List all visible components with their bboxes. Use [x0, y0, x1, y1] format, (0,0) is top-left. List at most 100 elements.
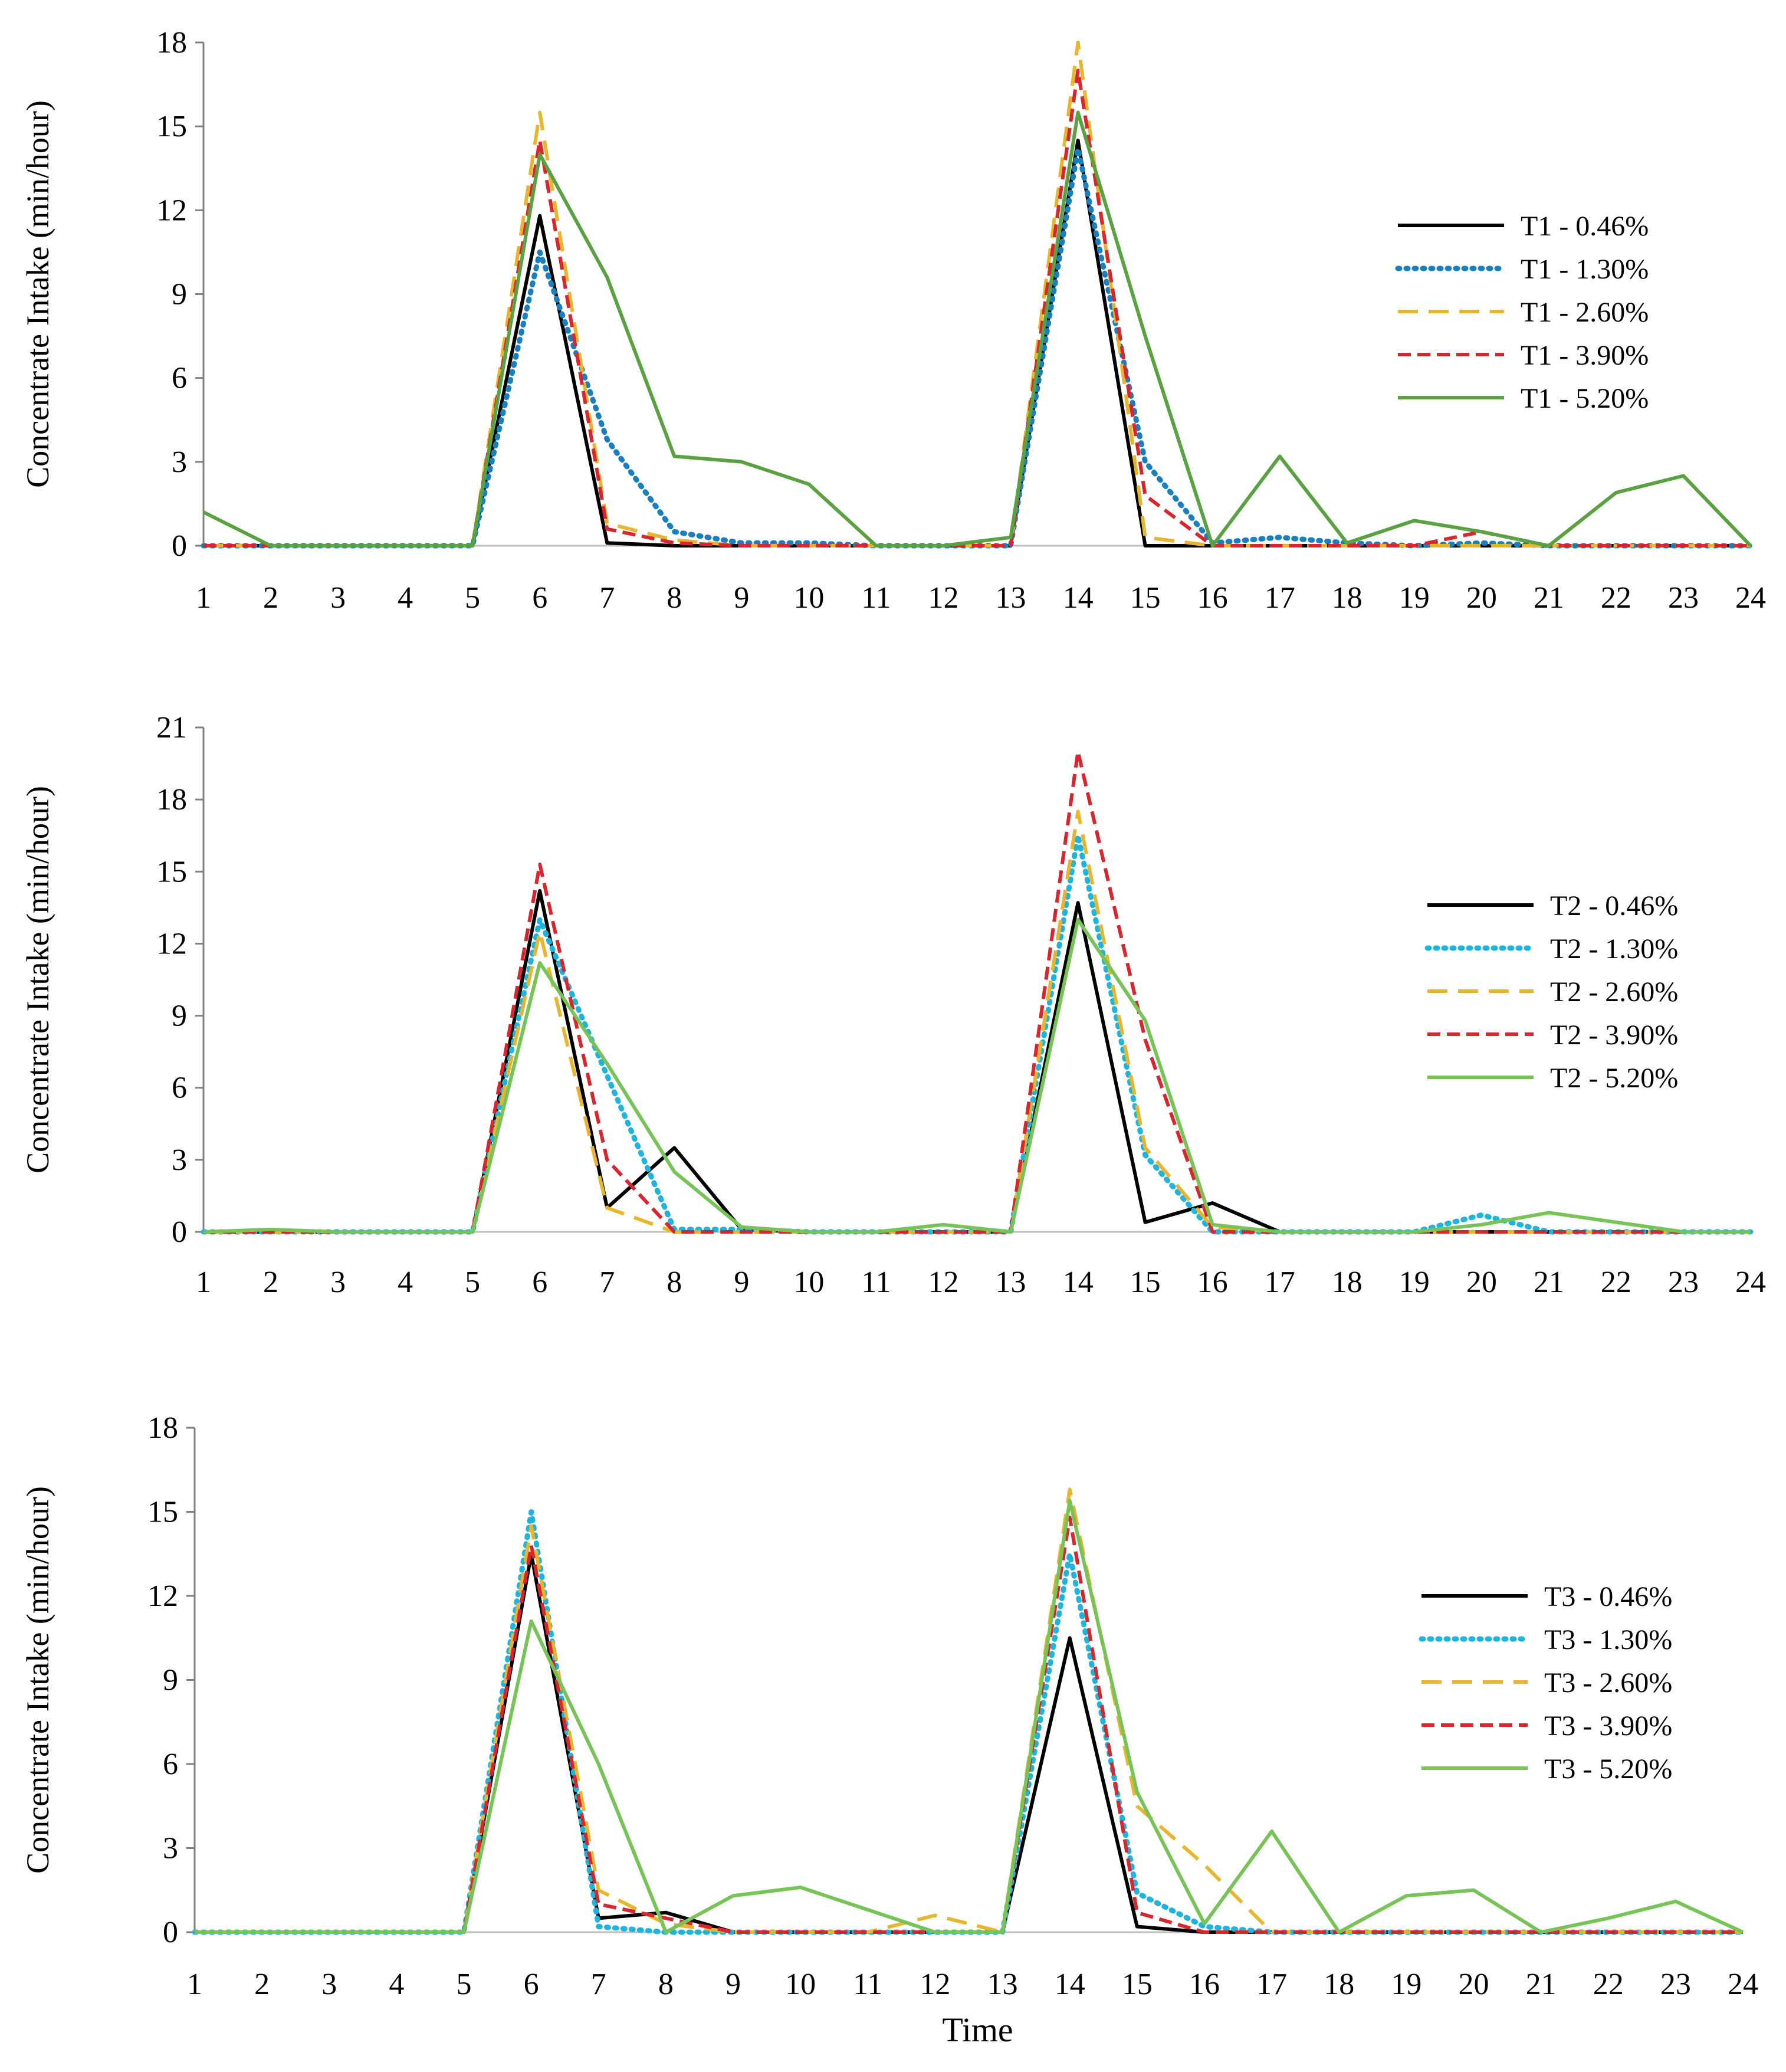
series-line-T2-3 — [203, 749, 1751, 1234]
x-tick-label: 13 — [996, 581, 1026, 615]
x-tick-label: 13 — [996, 1266, 1026, 1299]
x-tick-label: 18 — [1324, 1968, 1354, 2001]
y-tick-label: 3 — [172, 1143, 187, 1177]
x-tick-label: 20 — [1458, 1968, 1489, 2001]
x-tick-label: 16 — [1197, 581, 1228, 615]
x-tick-label: 7 — [599, 1266, 615, 1299]
x-tick-label: 12 — [928, 581, 958, 615]
x-tick-label: 15 — [1130, 1266, 1161, 1299]
legend-label: T1 - 5.20% — [1521, 383, 1649, 414]
y-tick-label: 15 — [156, 110, 187, 143]
legend-T3: T3 - 0.46% T3 - 1.30% T3 - 2.60% T3 - 3.90%… — [1419, 1581, 1672, 1785]
x-tick-label: 12 — [920, 1968, 950, 2001]
y-tick-label: 18 — [156, 783, 187, 817]
x-tick-label: 3 — [330, 1266, 346, 1299]
x-tick-label: 4 — [389, 1968, 404, 2001]
x-tick-label: 8 — [667, 1266, 682, 1299]
x-tick-label: 15 — [1130, 581, 1161, 615]
x-tick-label: 14 — [1055, 1968, 1085, 2001]
x-tick-label: 17 — [1265, 581, 1295, 615]
x-tick-label: 23 — [1660, 1968, 1691, 2001]
x-tick-label: 9 — [734, 581, 749, 615]
x-tick-label: 1 — [196, 581, 211, 615]
x-tick-label: 18 — [1332, 581, 1363, 615]
x-tick-label: 19 — [1399, 1266, 1430, 1299]
x-tick-label: 4 — [398, 581, 413, 615]
x-tick-label: 14 — [1063, 1266, 1094, 1299]
x-tick-label: 24 — [1735, 581, 1766, 615]
x-tick-label: 17 — [1256, 1968, 1287, 2001]
series-line-T2-2 — [203, 809, 1751, 1234]
y-axis-title: Concentrate Intake (min/hour) — [20, 786, 55, 1173]
legend-label: T1 - 0.46% — [1521, 211, 1649, 242]
x-tick-label: 7 — [599, 581, 615, 615]
x-tick-label: 13 — [987, 1968, 1018, 2001]
x-tick-label: 21 — [1534, 1266, 1564, 1299]
x-tick-label: 5 — [457, 1968, 472, 2001]
y-tick-label: 21 — [156, 711, 187, 745]
series-line-T1-4 — [202, 110, 1752, 547]
x-tick-label: 3 — [321, 1968, 337, 2001]
x-tick-label: 1 — [187, 1968, 202, 2001]
series-line-T3-1 — [192, 1509, 1746, 1935]
y-tick-label: 0 — [172, 529, 187, 563]
x-tick-label: 12 — [928, 1266, 958, 1299]
x-tick-label: 8 — [667, 581, 682, 615]
x-tick-label: 14 — [1063, 581, 1094, 615]
series-line-T1-2 — [203, 41, 1751, 547]
legend-label: T1 - 3.90% — [1521, 340, 1649, 371]
legend-label: T1 - 1.30% — [1521, 254, 1649, 285]
y-tick-label: 9 — [172, 278, 187, 312]
x-tick-label: 11 — [861, 1266, 891, 1299]
x-tick-label: 10 — [785, 1968, 816, 2001]
x-tick-label: 3 — [330, 581, 346, 615]
x-tick-label: 24 — [1728, 1968, 1758, 2001]
y-tick-label: 3 — [163, 1832, 178, 1866]
series-line-T1-1 — [201, 146, 1754, 549]
y-axis-title: Concentrate Intake (min/hour) — [20, 100, 55, 488]
x-tick-label: 5 — [465, 1266, 480, 1299]
legend-label: T2 - 1.30% — [1550, 933, 1678, 965]
y-tick-label: 9 — [172, 999, 187, 1033]
x-axis-title: Time — [942, 2011, 1013, 2049]
legend-label: T2 - 5.20% — [1550, 1063, 1678, 1094]
legend-label: T1 - 2.60% — [1521, 297, 1649, 328]
y-tick-label: 18 — [156, 26, 187, 60]
x-tick-label: 6 — [524, 1968, 539, 2001]
y-tick-label: 6 — [163, 1748, 178, 1781]
y-tick-label: 12 — [147, 1579, 178, 1613]
y-tick-label: 6 — [172, 1071, 187, 1105]
legend-label: T3 - 2.60% — [1544, 1667, 1672, 1699]
y-tick-label: 15 — [156, 855, 187, 889]
series-line-T3-0 — [195, 1552, 1743, 1934]
x-tick-label: 23 — [1668, 581, 1699, 615]
x-tick-label: 6 — [532, 1266, 547, 1299]
y-tick-label: 0 — [172, 1215, 187, 1249]
y-tick-label: 15 — [147, 1496, 178, 1529]
y-tick-label: 9 — [163, 1664, 178, 1697]
x-tick-label: 6 — [532, 581, 547, 615]
x-tick-label: 19 — [1391, 1968, 1421, 2001]
x-tick-label: 22 — [1601, 1266, 1631, 1299]
series-line-T2-4 — [203, 917, 1751, 1234]
legend-label: T2 - 0.46% — [1550, 890, 1678, 922]
x-tick-label: 10 — [793, 581, 824, 615]
y-tick-label: 3 — [172, 445, 187, 479]
x-tick-label: 8 — [658, 1968, 674, 2001]
x-tick-label: 16 — [1189, 1968, 1220, 2001]
x-tick-label: 15 — [1122, 1968, 1153, 2001]
x-tick-label: 24 — [1735, 1266, 1766, 1299]
x-tick-label: 10 — [793, 1266, 824, 1299]
x-tick-label: 11 — [861, 581, 891, 615]
x-tick-label: 21 — [1526, 1968, 1557, 2001]
x-tick-label: 2 — [263, 1266, 278, 1299]
legend-label: T3 - 0.46% — [1544, 1581, 1672, 1612]
x-tick-label: 18 — [1332, 1266, 1363, 1299]
x-tick-label: 5 — [465, 581, 480, 615]
legend-label: T2 - 3.90% — [1550, 1019, 1678, 1051]
x-tick-label: 22 — [1601, 581, 1631, 615]
x-tick-label: 20 — [1466, 581, 1497, 615]
